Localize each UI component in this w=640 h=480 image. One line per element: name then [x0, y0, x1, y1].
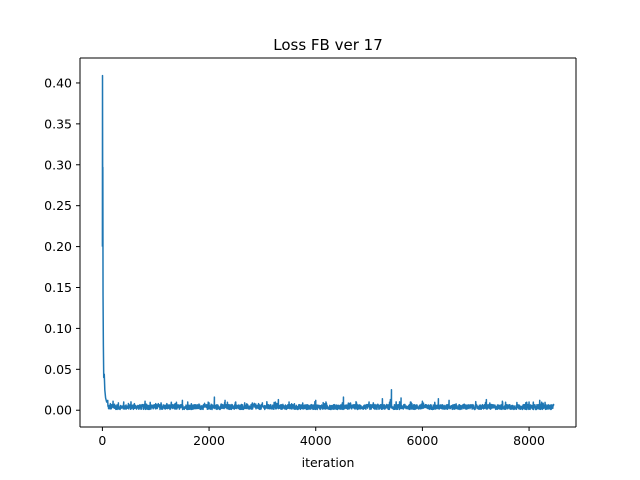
y-tick-label: 0.15	[44, 280, 72, 295]
y-tick-label: 0.35	[44, 116, 72, 131]
chart-title: Loss FB ver 17	[273, 36, 382, 54]
y-tick-label: 0.40	[44, 75, 72, 90]
series-line-loss	[101, 74, 555, 411]
x-tick-label: 0	[98, 433, 106, 448]
y-tick-label: 0.25	[44, 198, 72, 213]
x-tick-label: 8000	[513, 433, 545, 448]
y-tick-label: 0.05	[44, 362, 72, 377]
plot-area: 0 2000 4000 6000 8000 0.00 0.05 0.10 0.15 0.20 0.2…	[44, 57, 577, 448]
x-tick-label: 2000	[193, 433, 225, 448]
y-tick-label: 0.20	[44, 239, 72, 254]
y-tick-label: 0.30	[44, 157, 72, 172]
x-axis-label: iteration	[302, 455, 355, 470]
x-tick-label: 4000	[300, 433, 332, 448]
y-tick-label: 0.00	[44, 403, 72, 418]
y-tick-label: 0.10	[44, 321, 72, 336]
x-tick-label: 6000	[406, 433, 438, 448]
